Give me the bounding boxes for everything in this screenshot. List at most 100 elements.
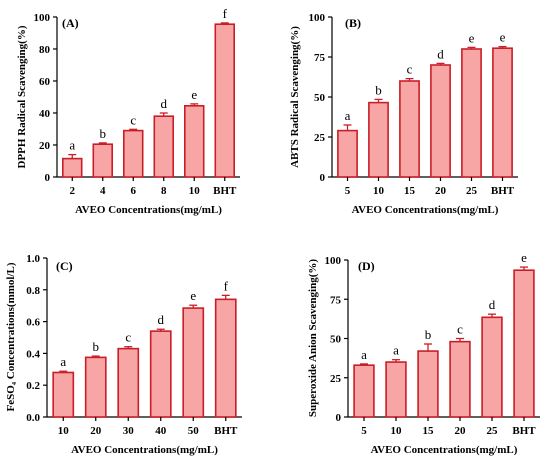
- x-tick-label: BHT: [213, 185, 237, 197]
- bar: [399, 80, 420, 178]
- significance-letter: b: [100, 126, 107, 141]
- x-tick-label: 30: [123, 425, 135, 437]
- bar: [183, 105, 205, 178]
- x-tick-label: 25: [466, 185, 478, 197]
- bar: [461, 48, 482, 178]
- significance-letter: d: [437, 46, 444, 61]
- y-tick-label: 0.4: [26, 348, 40, 360]
- significance-letter: a: [345, 108, 351, 123]
- bar: [417, 350, 439, 418]
- significance-letter: b: [425, 327, 432, 342]
- bar: [61, 157, 83, 178]
- significance-letter: f: [223, 6, 228, 21]
- significance-letter: b: [375, 82, 382, 97]
- panel-label: (A): [62, 16, 79, 30]
- y-tick-label: 50: [314, 92, 326, 104]
- significance-letter: c: [407, 62, 413, 77]
- bar: [430, 64, 451, 178]
- x-tick-label: 10: [58, 425, 70, 437]
- y-tick-label: 0.2: [26, 380, 40, 392]
- significance-letter: e: [191, 87, 197, 102]
- y-tick-label: 0: [336, 412, 342, 424]
- x-tick-label: 4: [100, 185, 106, 197]
- y-axis-label: FeSO₄ Concentrations(mmol/L): [5, 262, 17, 411]
- y-tick-label: 25: [314, 132, 326, 144]
- significance-letter: d: [158, 312, 165, 327]
- significance-letter: c: [457, 322, 463, 337]
- x-tick-label: 2: [70, 185, 76, 197]
- y-tick-label: 1.0: [26, 253, 40, 265]
- y-tick-label: 75: [314, 52, 326, 64]
- bar: [214, 298, 237, 418]
- x-tick-label: 6: [131, 185, 137, 197]
- panel-a: 0 20 40 60 80 100 a 2 b 4 c 6 d 8 e 10 f BHT AVEO Concentr…: [16, 6, 240, 216]
- significance-letter: a: [393, 343, 399, 358]
- panel-c: 0.0 0.2 0.4 0.6 0.8 1.0 a 10 b 20 c 30 d 40 e 50 f BHT AVE…: [5, 253, 242, 456]
- y-tick-label: 100: [34, 12, 51, 24]
- x-axis-label: AVEO Concentrations(mg/mL): [352, 204, 499, 216]
- y-tick-label: 40: [39, 108, 51, 120]
- x-tick-label: 10: [373, 185, 385, 197]
- significance-letter: a: [361, 347, 367, 362]
- x-axis-label: AVEO Concentrations(mg/mL): [71, 444, 218, 456]
- x-tick-label: 5: [361, 425, 367, 437]
- x-tick-label: BHT: [491, 185, 515, 197]
- significance-letter: e: [469, 30, 475, 45]
- y-tick-label: 0: [320, 172, 326, 184]
- y-tick-label: 0: [45, 172, 51, 184]
- y-tick-label: 0.8: [26, 285, 40, 297]
- y-tick-label: 25: [330, 373, 342, 385]
- y-tick-label: 50: [330, 334, 342, 346]
- bar: [52, 371, 75, 418]
- bar: [385, 361, 407, 418]
- bar: [182, 307, 205, 418]
- y-tick-label: 80: [39, 44, 51, 56]
- x-axis-label: AVEO Concentrations(mg/mL): [371, 444, 518, 456]
- bar: [337, 129, 358, 178]
- bar: [92, 143, 114, 178]
- significance-letter: e: [190, 288, 196, 303]
- significance-letter: e: [521, 250, 527, 265]
- bar: [513, 269, 535, 418]
- panel-b: 0 25 50 75 100 a 5 b 10 c 15 d 20 e 25 e BHT AVEO Concent…: [289, 12, 518, 216]
- significance-letter: e: [500, 30, 506, 45]
- significance-letter: f: [224, 278, 229, 293]
- panel-label: (D): [358, 259, 375, 273]
- y-tick-label: 100: [325, 255, 342, 267]
- x-tick-label: 20: [455, 425, 467, 437]
- bar: [153, 115, 175, 178]
- significance-letter: a: [69, 138, 75, 153]
- x-tick-label: 10: [391, 425, 403, 437]
- x-axis-label: AVEO Concentrations(mg/mL): [75, 204, 222, 216]
- significance-letter: c: [125, 330, 131, 345]
- y-tick-label: 100: [309, 12, 326, 24]
- x-tick-label: 5: [345, 185, 351, 197]
- bar: [84, 356, 107, 418]
- bar: [214, 23, 236, 178]
- bar: [353, 364, 375, 418]
- bar: [368, 101, 389, 178]
- bar: [117, 347, 140, 418]
- x-tick-label: 15: [404, 185, 416, 197]
- bar: [122, 129, 144, 178]
- y-tick-label: 60: [39, 76, 51, 88]
- x-tick-label: 40: [155, 425, 167, 437]
- y-tick-label: 20: [39, 140, 51, 152]
- x-tick-label: 25: [487, 425, 499, 437]
- bar: [481, 316, 503, 418]
- x-tick-label: 8: [161, 185, 167, 197]
- y-axis-label: Superoxide Anion Scavenging(%): [307, 259, 319, 417]
- significance-letter: d: [489, 297, 496, 312]
- y-tick-label: 0.0: [26, 412, 40, 424]
- bar: [149, 330, 172, 418]
- panel-label: (C): [56, 259, 73, 273]
- y-tick-label: 75: [330, 294, 342, 306]
- bar: [449, 340, 471, 418]
- significance-letter: b: [93, 339, 100, 354]
- x-tick-label: 10: [189, 185, 201, 197]
- x-tick-label: BHT: [214, 425, 238, 437]
- x-tick-label: BHT: [512, 425, 536, 437]
- x-tick-label: 50: [188, 425, 200, 437]
